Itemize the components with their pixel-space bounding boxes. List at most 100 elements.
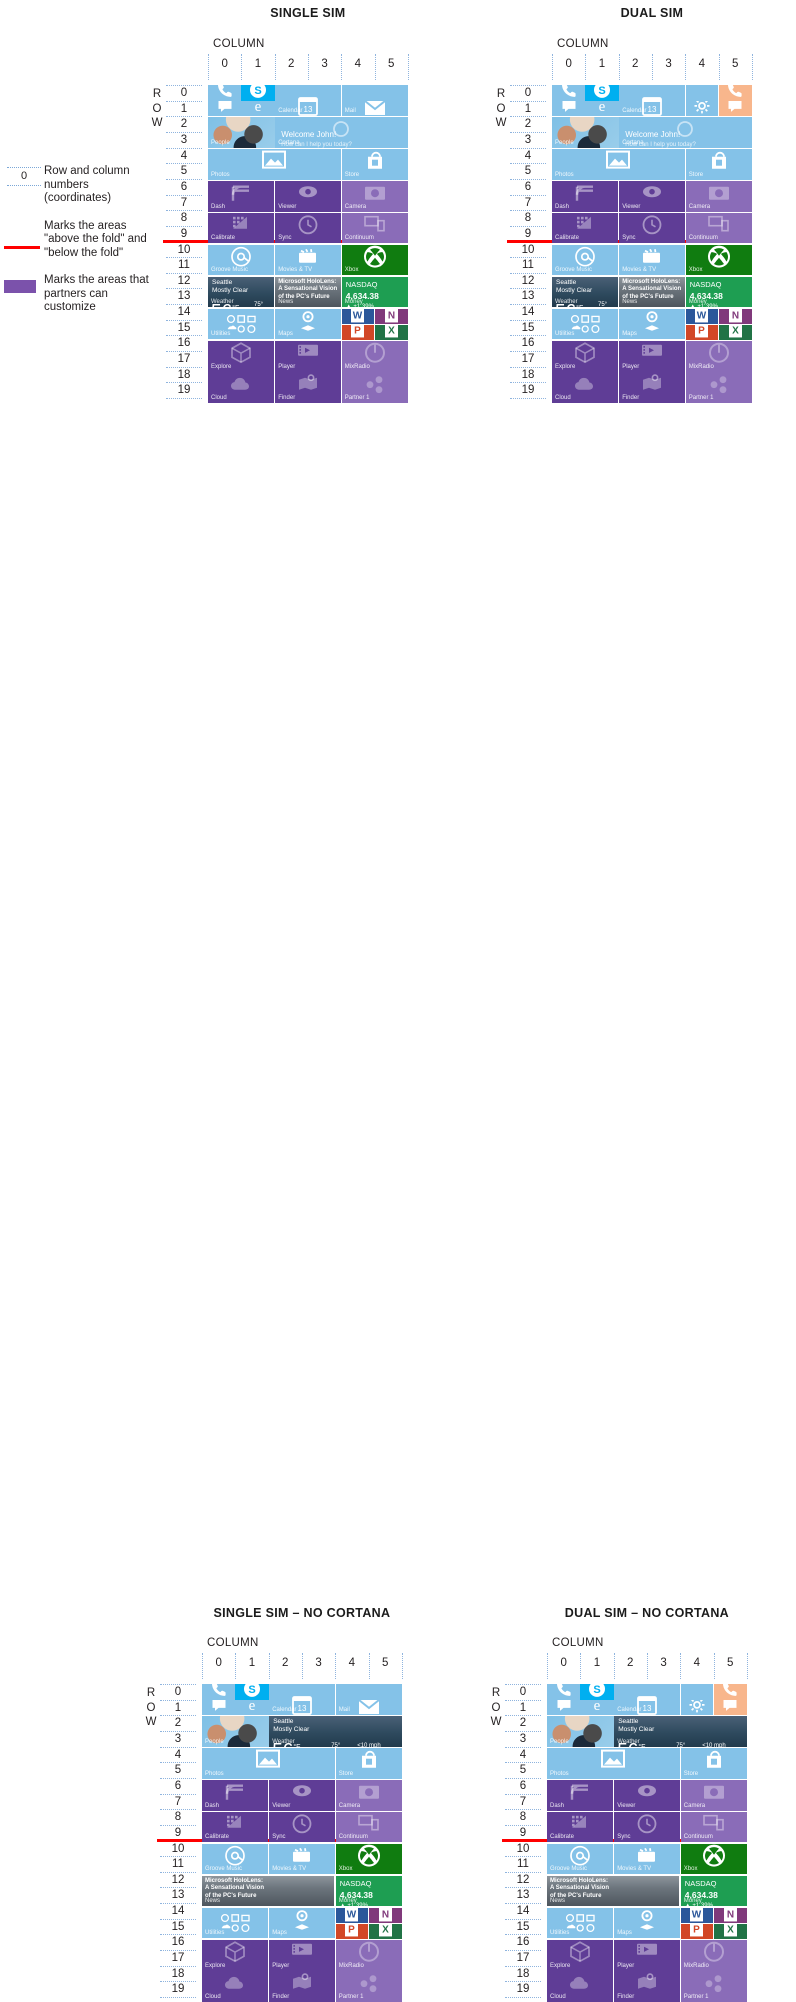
tile-camera[interactable]: Camera — [685, 181, 752, 212]
tile-cloud[interactable]: Cloud — [547, 1971, 613, 2002]
tile-onenote[interactable]: N — [368, 1907, 402, 1924]
tile-partner[interactable]: Partner 1 — [685, 372, 752, 403]
tile-calendar[interactable]: 13 Calendar — [275, 85, 341, 117]
tile-word[interactable]: W — [685, 308, 719, 325]
tile-dash[interactable]: Dash — [202, 1780, 268, 1811]
tile-explore[interactable]: Explore — [208, 341, 274, 372]
tile-sync[interactable]: Sync — [275, 212, 341, 244]
tile-finder[interactable]: Finder — [614, 1971, 680, 2002]
tile-utilities[interactable]: Utilities — [547, 1907, 613, 1939]
tile-phone[interactable] — [202, 1684, 236, 1701]
tile-calibrate[interactable]: Calibrate — [208, 212, 274, 244]
tile-people[interactable]: People — [547, 1716, 614, 1747]
tile-groove-music[interactable]: Groove Music — [208, 244, 274, 276]
tile-movies-tv[interactable]: Movies & TV — [619, 244, 685, 276]
tile-partner[interactable]: Partner 1 — [335, 1971, 402, 2002]
tile-excel[interactable]: X — [718, 324, 752, 340]
tile-powerpoint[interactable]: P — [341, 324, 375, 340]
tile-sim2-messaging[interactable] — [714, 1700, 747, 1716]
tile-explore[interactable]: Explore — [202, 1940, 268, 1971]
tile-mixradio[interactable]: MixRadio — [680, 1940, 747, 1971]
tile-calendar[interactable]: 13 Calendar — [269, 1684, 335, 1716]
tile-sync[interactable]: Sync — [619, 212, 685, 244]
tile-word[interactable]: W — [680, 1907, 714, 1924]
tile-calendar[interactable]: 13 Calendar — [614, 1684, 680, 1716]
tile-people[interactable]: People — [208, 117, 275, 148]
tile-continuum[interactable]: Continuum — [680, 1811, 747, 1843]
tile-powerpoint[interactable]: P — [685, 324, 719, 340]
tile-excel[interactable]: X — [374, 324, 408, 340]
tile-utilities[interactable]: Utilities — [202, 1907, 268, 1939]
tile-onenote[interactable]: N — [374, 308, 408, 325]
tile-sim2-phone[interactable] — [714, 1684, 747, 1701]
tile-edge[interactable]: e — [580, 1700, 614, 1716]
tile-camera[interactable]: Camera — [341, 181, 408, 212]
tile-skype[interactable]: S — [241, 85, 275, 102]
tile-mixradio[interactable]: MixRadio — [341, 341, 408, 372]
tile-photos[interactable]: Photos — [208, 149, 341, 180]
tile-skype[interactable]: S — [585, 85, 619, 102]
tile-xbox[interactable]: Xbox — [335, 1843, 402, 1875]
tile-viewer[interactable]: Viewer — [614, 1780, 680, 1811]
tile-messaging[interactable] — [552, 101, 586, 117]
tile-powerpoint[interactable]: P — [680, 1923, 714, 1939]
tile-dash[interactable]: Dash — [547, 1780, 613, 1811]
tile-phone[interactable] — [552, 85, 586, 102]
tile-xbox[interactable]: Xbox — [685, 244, 752, 276]
tile-news[interactable]: News Microsoft HoloLens: A Sensational Vi… — [202, 1875, 334, 1907]
tile-groove-music[interactable]: Groove Music — [547, 1843, 613, 1875]
tile-cortana[interactable]: Cortana Welcome John! How can I help you t… — [619, 117, 752, 148]
tile-calendar[interactable]: 13 Calendar — [619, 85, 685, 117]
tile-viewer[interactable]: Viewer — [619, 181, 685, 212]
tile-store[interactable]: Store — [680, 1748, 747, 1779]
tile-movies-tv[interactable]: Movies & TV — [614, 1843, 680, 1875]
tile-finder[interactable]: Finder — [619, 372, 685, 403]
tile-partner[interactable]: Partner 1 — [680, 1971, 747, 2002]
tile-calibrate[interactable]: Calibrate — [552, 212, 618, 244]
tile-onenote[interactable]: N — [718, 308, 752, 325]
tile-cloud[interactable]: Cloud — [202, 1971, 268, 2002]
tile-onenote[interactable]: N — [713, 1907, 747, 1924]
tile-player[interactable]: Player — [269, 1940, 335, 1971]
tile-messaging[interactable] — [208, 101, 242, 117]
tile-groove-music[interactable]: Groove Music — [202, 1843, 268, 1875]
tile-news[interactable]: News Microsoft HoloLens: A Sensational Vi… — [275, 276, 341, 308]
tile-cloud[interactable]: Cloud — [208, 372, 274, 403]
tile-messaging[interactable] — [547, 1700, 581, 1716]
tile-settings[interactable] — [681, 1700, 714, 1716]
tile-news[interactable]: News Microsoft HoloLens: A Sensational Vi… — [547, 1875, 679, 1907]
tile-photos[interactable]: Photos — [552, 149, 685, 180]
tile-player[interactable]: Player — [619, 341, 685, 372]
tile-maps[interactable]: Maps — [619, 308, 685, 340]
tile-phone[interactable] — [208, 85, 242, 102]
tile-movies-tv[interactable]: Movies & TV — [269, 1843, 335, 1875]
tile-camera[interactable]: Camera — [680, 1780, 747, 1811]
tile-mail[interactable]: Mail — [335, 1684, 402, 1716]
tile-camera[interactable]: Camera — [335, 1780, 402, 1811]
tile-cloud[interactable]: Cloud — [552, 372, 618, 403]
tile-maps[interactable]: Maps — [275, 308, 341, 340]
tile-mail[interactable]: Mail — [341, 85, 408, 117]
tile-movies-tv[interactable]: Movies & TV — [275, 244, 341, 276]
tile-explore[interactable]: Explore — [547, 1940, 613, 1971]
tile-store[interactable]: Store — [685, 149, 752, 180]
tile-powerpoint[interactable]: P — [335, 1923, 369, 1939]
tile-player[interactable]: Player — [614, 1940, 680, 1971]
tile-explore[interactable]: Explore — [552, 341, 618, 372]
tile-calibrate[interactable]: Calibrate — [547, 1811, 613, 1843]
tile-groove-music[interactable]: Groove Music — [552, 244, 618, 276]
tile-continuum[interactable]: Continuum — [685, 212, 752, 244]
tile-photos[interactable]: Photos — [547, 1748, 680, 1779]
tile-people[interactable]: People — [202, 1716, 269, 1747]
tile-edge[interactable]: e — [585, 101, 619, 117]
tile-people[interactable]: People — [552, 117, 619, 148]
tile-xbox[interactable]: Xbox — [680, 1843, 747, 1875]
tile-sync[interactable]: Sync — [614, 1811, 680, 1843]
tile-skype[interactable]: S — [580, 1684, 614, 1701]
tile-skype[interactable]: S — [235, 1684, 269, 1701]
tile-maps[interactable]: Maps — [269, 1907, 335, 1939]
